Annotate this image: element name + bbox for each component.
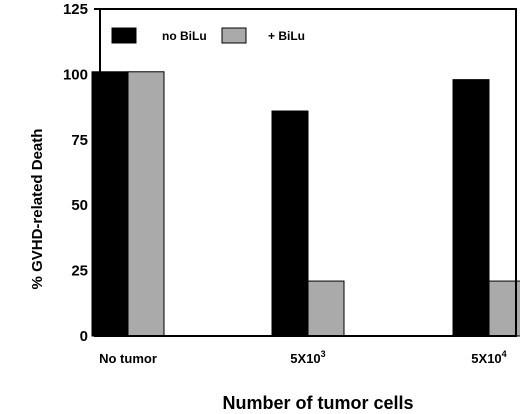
- y-tick-label: 25: [71, 263, 88, 280]
- x-category-label: 5X104: [471, 349, 506, 366]
- bar-plus-bilu: [127, 71, 165, 337]
- bar-no-bilu: [91, 71, 129, 337]
- y-axis-title: % GVHD-related Death: [29, 129, 46, 290]
- axes: 0 25 50 75 100 125 No tumor 5X103 5X104: [63, 1, 517, 366]
- y-tick-label: 50: [71, 197, 88, 214]
- legend-swatch: [221, 27, 247, 44]
- bar-no-bilu: [452, 79, 490, 337]
- bar-no-bilu: [271, 110, 309, 337]
- y-tick-label: 75: [71, 132, 88, 149]
- legend-swatch: [111, 27, 137, 44]
- legend-label: + BiLu: [268, 29, 305, 43]
- y-tick-label: 100: [63, 66, 88, 83]
- bar-plus-bilu: [488, 280, 520, 337]
- plot-frame: [99, 8, 517, 337]
- x-category-label: No tumor: [99, 351, 157, 366]
- y-tick-label: 125: [63, 1, 88, 18]
- legend: no BiLu + BiLu: [111, 27, 305, 44]
- legend-label: no BiLu: [162, 29, 207, 43]
- y-tick-label: 0: [80, 328, 88, 345]
- bar-plus-bilu: [307, 280, 345, 337]
- x-category-label: 5X103: [290, 349, 325, 366]
- bars: [91, 71, 520, 337]
- x-axis-title: Number of tumor cells: [222, 393, 413, 413]
